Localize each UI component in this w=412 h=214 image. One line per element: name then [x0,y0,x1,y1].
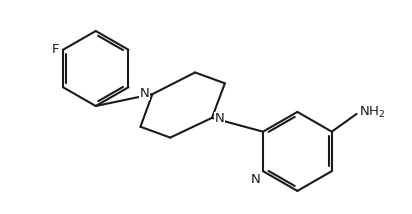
Text: N: N [251,173,261,186]
Text: F: F [52,43,59,56]
Text: NH$_2$: NH$_2$ [358,105,385,120]
Text: N: N [140,87,150,100]
Text: N: N [215,112,225,125]
